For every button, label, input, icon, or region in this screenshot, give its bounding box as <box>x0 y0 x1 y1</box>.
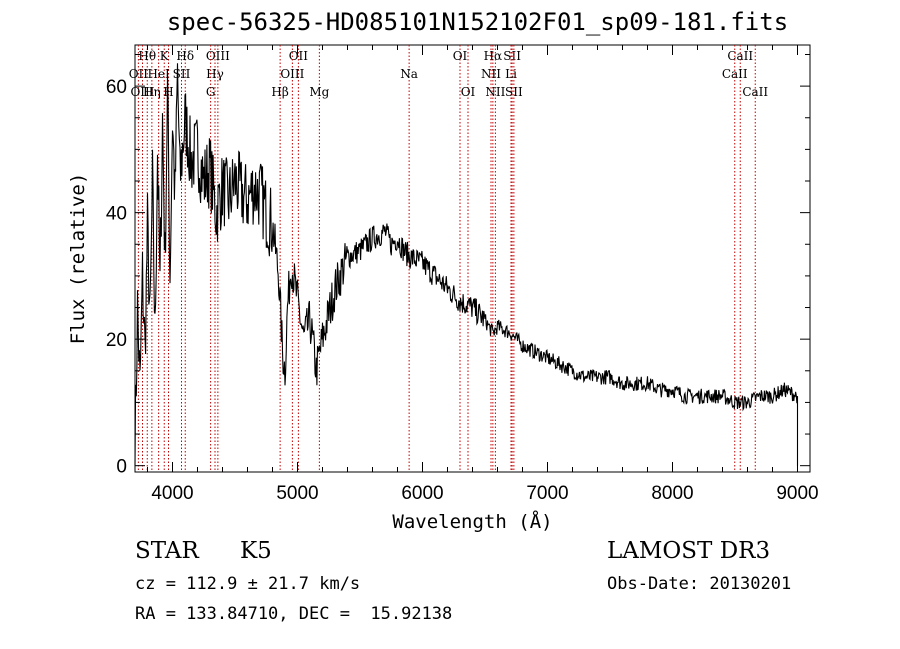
y-tick-label: 0 <box>116 457 127 478</box>
line-label: OI <box>453 49 468 63</box>
line-label: G <box>206 85 216 99</box>
plot-frame <box>134 44 811 473</box>
y-tick-label: 60 <box>106 77 127 98</box>
chart-title: spec-56325-HD085101N152102F01_sp09-181.f… <box>166 8 789 36</box>
line-label: H <box>163 85 173 99</box>
line-label: OIII <box>130 85 154 99</box>
line-label: OIII <box>206 49 230 63</box>
object-subclass: K5 <box>240 538 272 564</box>
x-tick-label: 6000 <box>401 483 443 504</box>
line-label: Hδ <box>176 49 194 63</box>
line-label: SII <box>173 67 191 81</box>
line-label: HeI <box>147 67 170 81</box>
line-label: Hθ <box>138 49 156 63</box>
line-label: NII <box>481 67 501 81</box>
line-label: Na <box>400 67 418 81</box>
line-label: Hα <box>484 49 503 63</box>
object-class: STAR <box>135 538 199 564</box>
line-label: SII <box>505 85 523 99</box>
line-label: Hγ <box>206 67 224 81</box>
spectrum-flux-line <box>134 63 799 466</box>
x-tick-label: 4000 <box>151 483 193 504</box>
x-tick-label: 7000 <box>526 483 568 504</box>
survey-label: LAMOST DR3 <box>607 538 771 564</box>
line-label: OII <box>289 49 309 63</box>
y-tick-label: 20 <box>106 330 127 351</box>
line-label: CaII <box>742 85 768 99</box>
redshift-cz: cz = 112.9 ± 21.7 km/s <box>135 574 361 594</box>
line-label: Mg <box>309 85 329 99</box>
line-label: SII <box>503 49 521 63</box>
line-label: Hβ <box>271 85 288 99</box>
x-tick-label: 9000 <box>776 483 818 504</box>
line-label: CaII <box>727 49 753 63</box>
line-label: OI <box>461 85 476 99</box>
obs-date: Obs-Date: 20130201 <box>607 574 792 594</box>
line-label: Li <box>505 67 517 81</box>
line-label: OIII <box>280 67 304 81</box>
x-tick-label: 8000 <box>651 483 693 504</box>
line-label: CaII <box>722 67 748 81</box>
line-label: OII <box>129 67 149 81</box>
x-tick-label: 5000 <box>276 483 318 504</box>
line-label: Hη <box>143 85 161 99</box>
coordinates: RA = 133.84710, DEC = 15.92138 <box>135 604 453 624</box>
y-axis-label: Flux (relative) <box>67 173 89 345</box>
y-tick-label: 40 <box>106 204 127 225</box>
line-label: NII <box>485 85 505 99</box>
line-label: K <box>160 49 170 63</box>
x-axis-label: Wavelength (Å) <box>392 510 552 533</box>
